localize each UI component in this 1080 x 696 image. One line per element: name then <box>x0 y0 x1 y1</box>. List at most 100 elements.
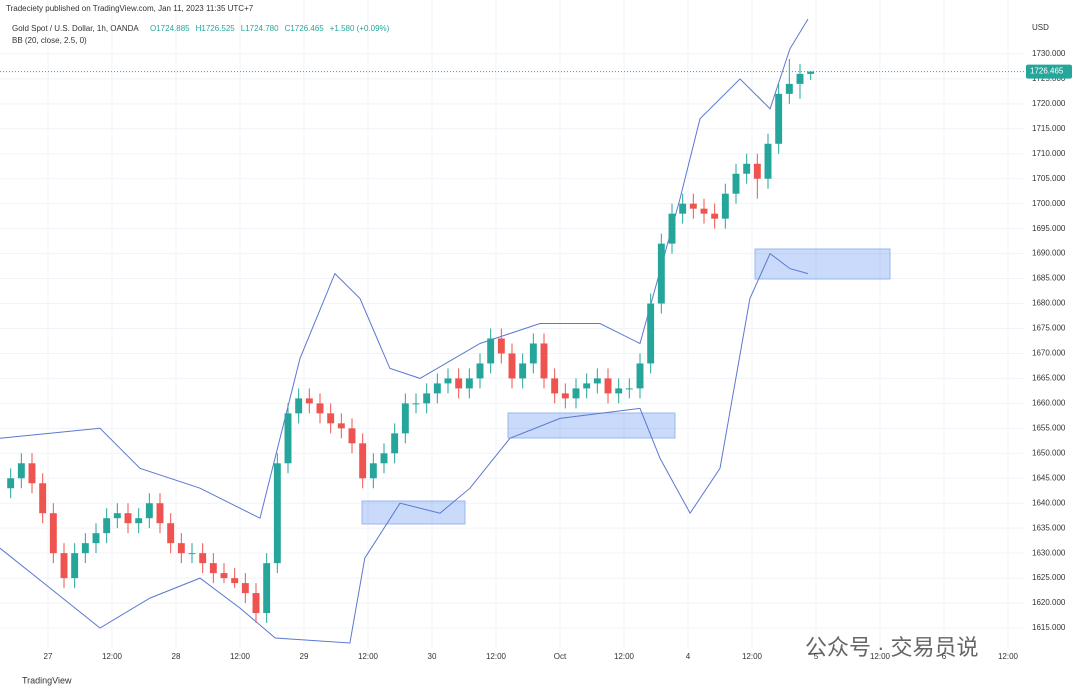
candle-body <box>273 463 281 564</box>
candle-body <box>359 443 367 479</box>
candle-body <box>583 383 591 389</box>
candle-body <box>519 363 527 379</box>
x-tick-label: 27 <box>44 652 53 661</box>
x-tick-label: 5 <box>814 652 819 661</box>
y-tick-label: 1625.000 <box>1032 573 1066 582</box>
candle-body <box>796 73 804 84</box>
x-tick-label: 28 <box>172 652 181 661</box>
candle-body <box>252 593 260 614</box>
candle-body <box>28 463 36 484</box>
candle-body <box>71 553 79 579</box>
y-tick-label: 1640.000 <box>1032 498 1066 507</box>
candle-body <box>540 343 548 379</box>
candle-body <box>316 403 324 414</box>
y-tick-label: 1675.000 <box>1032 324 1066 333</box>
candle-body <box>135 518 143 524</box>
plot-area <box>0 18 1024 644</box>
x-tick-label: 12:00 <box>102 652 123 661</box>
candle-body <box>732 173 740 194</box>
candle-body <box>92 533 100 544</box>
candle-body <box>263 563 271 614</box>
candle-body <box>199 553 207 564</box>
candle-body <box>284 413 292 464</box>
candle-body <box>508 353 516 379</box>
y-tick-label: 1715.000 <box>1032 124 1066 133</box>
candle-body <box>17 463 25 479</box>
candle-body <box>433 383 441 394</box>
y-tick-label: 1720.000 <box>1032 99 1066 108</box>
legend-value: H1726.525 <box>196 24 236 33</box>
candle-body <box>561 393 569 399</box>
y-tick-label: 1615.000 <box>1032 623 1066 632</box>
candle-body <box>753 163 761 179</box>
y-tick-label: 1630.000 <box>1032 548 1066 557</box>
candle-body <box>657 243 665 304</box>
candle-body <box>337 423 345 429</box>
candle-body <box>156 503 164 524</box>
publisher: Tradeciety published on TradingView.com,… <box>6 4 254 13</box>
y-tick-label: 1700.000 <box>1032 199 1066 208</box>
candle-body <box>625 388 633 390</box>
y-tick-label: 1685.000 <box>1032 274 1066 283</box>
candle-body <box>775 93 783 144</box>
indicator-label: BB (20, close, 2.5, 0) <box>12 36 87 45</box>
y-tick-label: 1690.000 <box>1032 249 1066 258</box>
candle-body <box>572 388 580 399</box>
legend-value: C1726.465 <box>285 24 325 33</box>
last-price-label: 1726.465 <box>1030 67 1064 76</box>
x-tick-label: 12:00 <box>870 652 891 661</box>
candle-body <box>465 378 473 389</box>
candle-body <box>721 193 729 219</box>
footer <box>0 672 1080 691</box>
y-tick-label: 1645.000 <box>1032 473 1066 482</box>
candle-body <box>177 543 185 554</box>
x-tick-label: 6 <box>942 652 947 661</box>
candle-body <box>167 523 175 544</box>
y-tick-label: 1680.000 <box>1032 299 1066 308</box>
candle-body <box>764 143 772 179</box>
candle-body <box>391 433 399 454</box>
legend-value: +1.580 (+0.09%) <box>330 24 390 33</box>
candle-body <box>497 338 505 354</box>
candle-body <box>679 203 687 214</box>
candle-body <box>807 71 815 74</box>
candle-body <box>711 213 719 219</box>
watermark: 公众号 · 交易员说 <box>805 635 979 660</box>
candle-body <box>785 83 793 94</box>
x-tick-label: 12:00 <box>486 652 507 661</box>
candle-body <box>231 578 239 584</box>
last-price-badge <box>1026 64 1072 79</box>
y-tick-label: 1635.000 <box>1032 523 1066 532</box>
y-tick-label: 1665.000 <box>1032 374 1066 383</box>
candle-body <box>305 398 313 404</box>
y-tick-label: 1660.000 <box>1032 398 1066 407</box>
candle-body <box>327 413 335 424</box>
candle-body <box>487 338 495 364</box>
x-tick-label: 12:00 <box>230 652 251 661</box>
y-tick-label: 1620.000 <box>1032 598 1066 607</box>
candle-body <box>188 553 196 555</box>
candle-body <box>348 428 356 444</box>
candle-body <box>380 453 388 464</box>
x-tick-label: 30 <box>428 652 437 661</box>
candle-body <box>103 518 111 534</box>
legend-value: O1724.885 <box>150 24 190 33</box>
highlight-box <box>754 248 891 280</box>
candle-body <box>81 543 89 554</box>
legend-value: L1724.780 <box>241 24 279 33</box>
x-tick-label: 29 <box>300 652 309 661</box>
candle-body <box>369 463 377 479</box>
candle-body <box>615 388 623 394</box>
candle-body <box>668 213 676 244</box>
y-tick-label: 1730.000 <box>1032 49 1066 58</box>
x-tick-label: 12:00 <box>742 652 763 661</box>
candle-body <box>636 363 644 389</box>
candle-body <box>743 163 751 174</box>
candle-body <box>7 478 15 489</box>
bollinger-band <box>0 18 809 519</box>
x-tick-label: 12:00 <box>998 652 1019 661</box>
candle-body <box>647 303 655 364</box>
y-tick-label: 1710.000 <box>1032 149 1066 158</box>
